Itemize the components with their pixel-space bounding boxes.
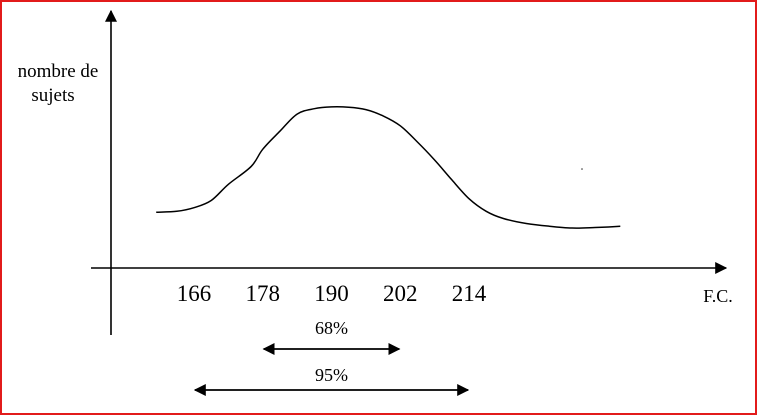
interval-arrows: 68% 95% — [193, 318, 470, 396]
distribution-curve — [156, 106, 621, 229]
x-tick-label-178: 178 — [246, 281, 281, 306]
y-axis-label-line1: nombre de — [18, 61, 99, 82]
y-axis-label-line2: sujets — [31, 85, 74, 106]
stray-mark — [581, 168, 583, 170]
x-tick-label-166: 166 — [177, 281, 212, 306]
x-tick-label-202: 202 — [383, 281, 418, 306]
x-axis-label: F.C. — [703, 286, 733, 306]
x-tick-label-190: 190 — [314, 281, 349, 306]
x-tick-label-214: 214 — [452, 281, 487, 306]
x-tick-labels: 166 178 190 202 214 — [177, 281, 487, 306]
interval-label-68pct: 68% — [315, 318, 348, 338]
interval-label-95pct: 95% — [315, 365, 348, 385]
